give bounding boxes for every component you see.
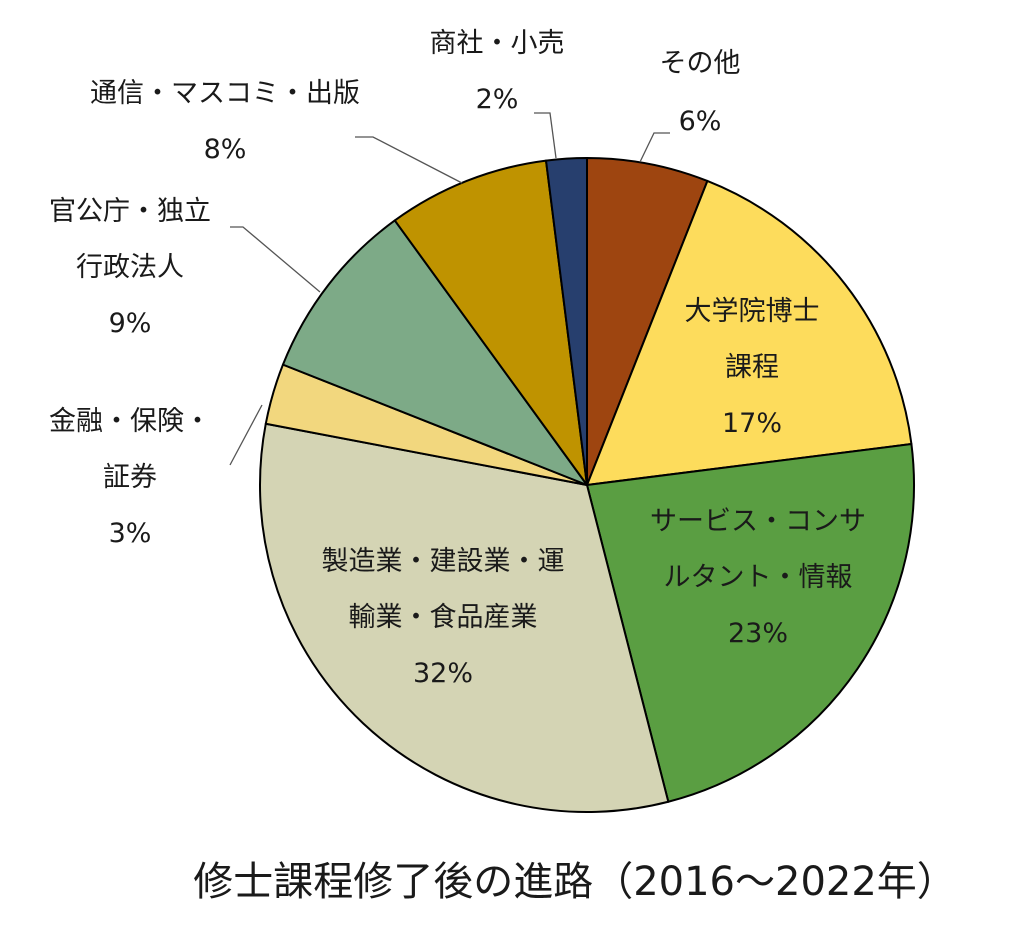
leader-line-8 (534, 112, 557, 159)
slice-value-label-4: 32% (413, 658, 473, 689)
slice-category-label-4: 輸業・食品産業 (349, 602, 538, 633)
slice-category-label-2: 課程 (725, 352, 779, 383)
slice-category-label-1: その他 (660, 48, 741, 79)
slice-category-label-5: 証券 (103, 462, 157, 493)
slice-value-label-1: 6% (679, 106, 722, 137)
slice-value-label-8: 2% (476, 84, 519, 115)
leader-line-5 (229, 404, 263, 466)
pie-slice-8 (545, 157, 588, 486)
pie-slice-1 (586, 157, 709, 486)
leader-line-1 (639, 132, 670, 163)
slice-category-label-2: 大学院博士 (685, 296, 820, 327)
leader-line-6 (230, 226, 321, 293)
pie-slice-6 (281, 219, 588, 486)
pie-slice-3 (586, 443, 915, 803)
slice-value-label-5: 3% (109, 518, 152, 549)
pie-slices (259, 157, 915, 813)
leader-lines (229, 112, 670, 466)
slice-category-label-6: 行政法人 (76, 252, 184, 283)
pie-slice-4 (259, 422, 670, 813)
slice-value-label-3: 23% (728, 618, 788, 649)
pie-slice-2 (586, 179, 913, 486)
slice-category-label-6: 官公庁・独立 (49, 196, 211, 227)
pie-slice-7 (393, 159, 588, 486)
slice-category-label-3: ルタント・情報 (664, 562, 853, 593)
chart-title: 修士課程修了後の進路（2016～2022年） (193, 859, 957, 905)
slice-category-label-5: 金融・保険・ (49, 406, 211, 437)
slice-value-label-6: 9% (109, 308, 152, 339)
leader-line-7 (355, 136, 463, 184)
slice-value-label-7: 8% (204, 134, 247, 165)
slice-category-label-3: サービス・コンサ (650, 506, 866, 537)
slice-category-label-4: 製造業・建設業・運 (322, 546, 565, 577)
slice-value-label-2: 17% (722, 408, 782, 439)
slice-category-label-8: 商社・小売 (430, 28, 565, 59)
slice-category-label-7: 通信・マスコミ・出版 (90, 78, 360, 109)
